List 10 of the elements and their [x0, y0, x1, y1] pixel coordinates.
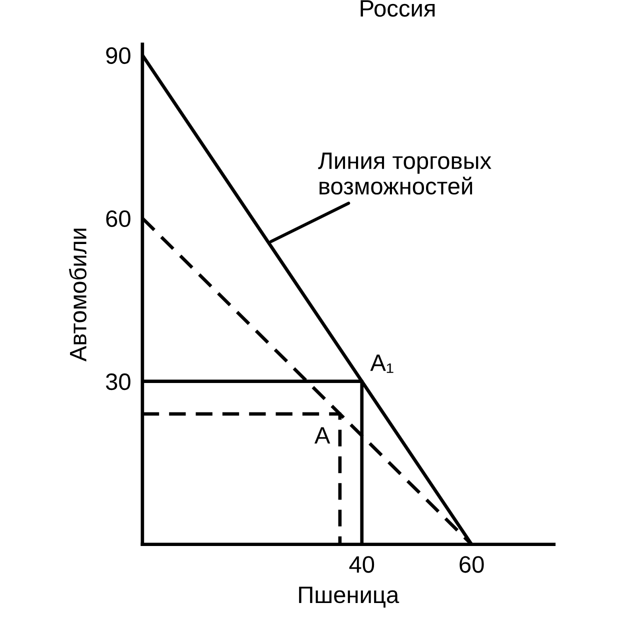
x-axis-title: Пшеница — [299, 586, 400, 608]
x-tick-label: 40 — [349, 556, 374, 573]
y-tick-label: 60 — [106, 210, 130, 228]
annotation: Линия торговых возможностей — [318, 152, 492, 195]
chart-title: Россия — [360, 0, 435, 17]
y-axis-title: Автомобили — [68, 228, 86, 362]
annotation: A₁ — [370, 354, 394, 373]
annotation: A — [314, 427, 330, 444]
y-tick-label: 90 — [106, 47, 130, 64]
y-tick-label: 30 — [106, 373, 130, 390]
